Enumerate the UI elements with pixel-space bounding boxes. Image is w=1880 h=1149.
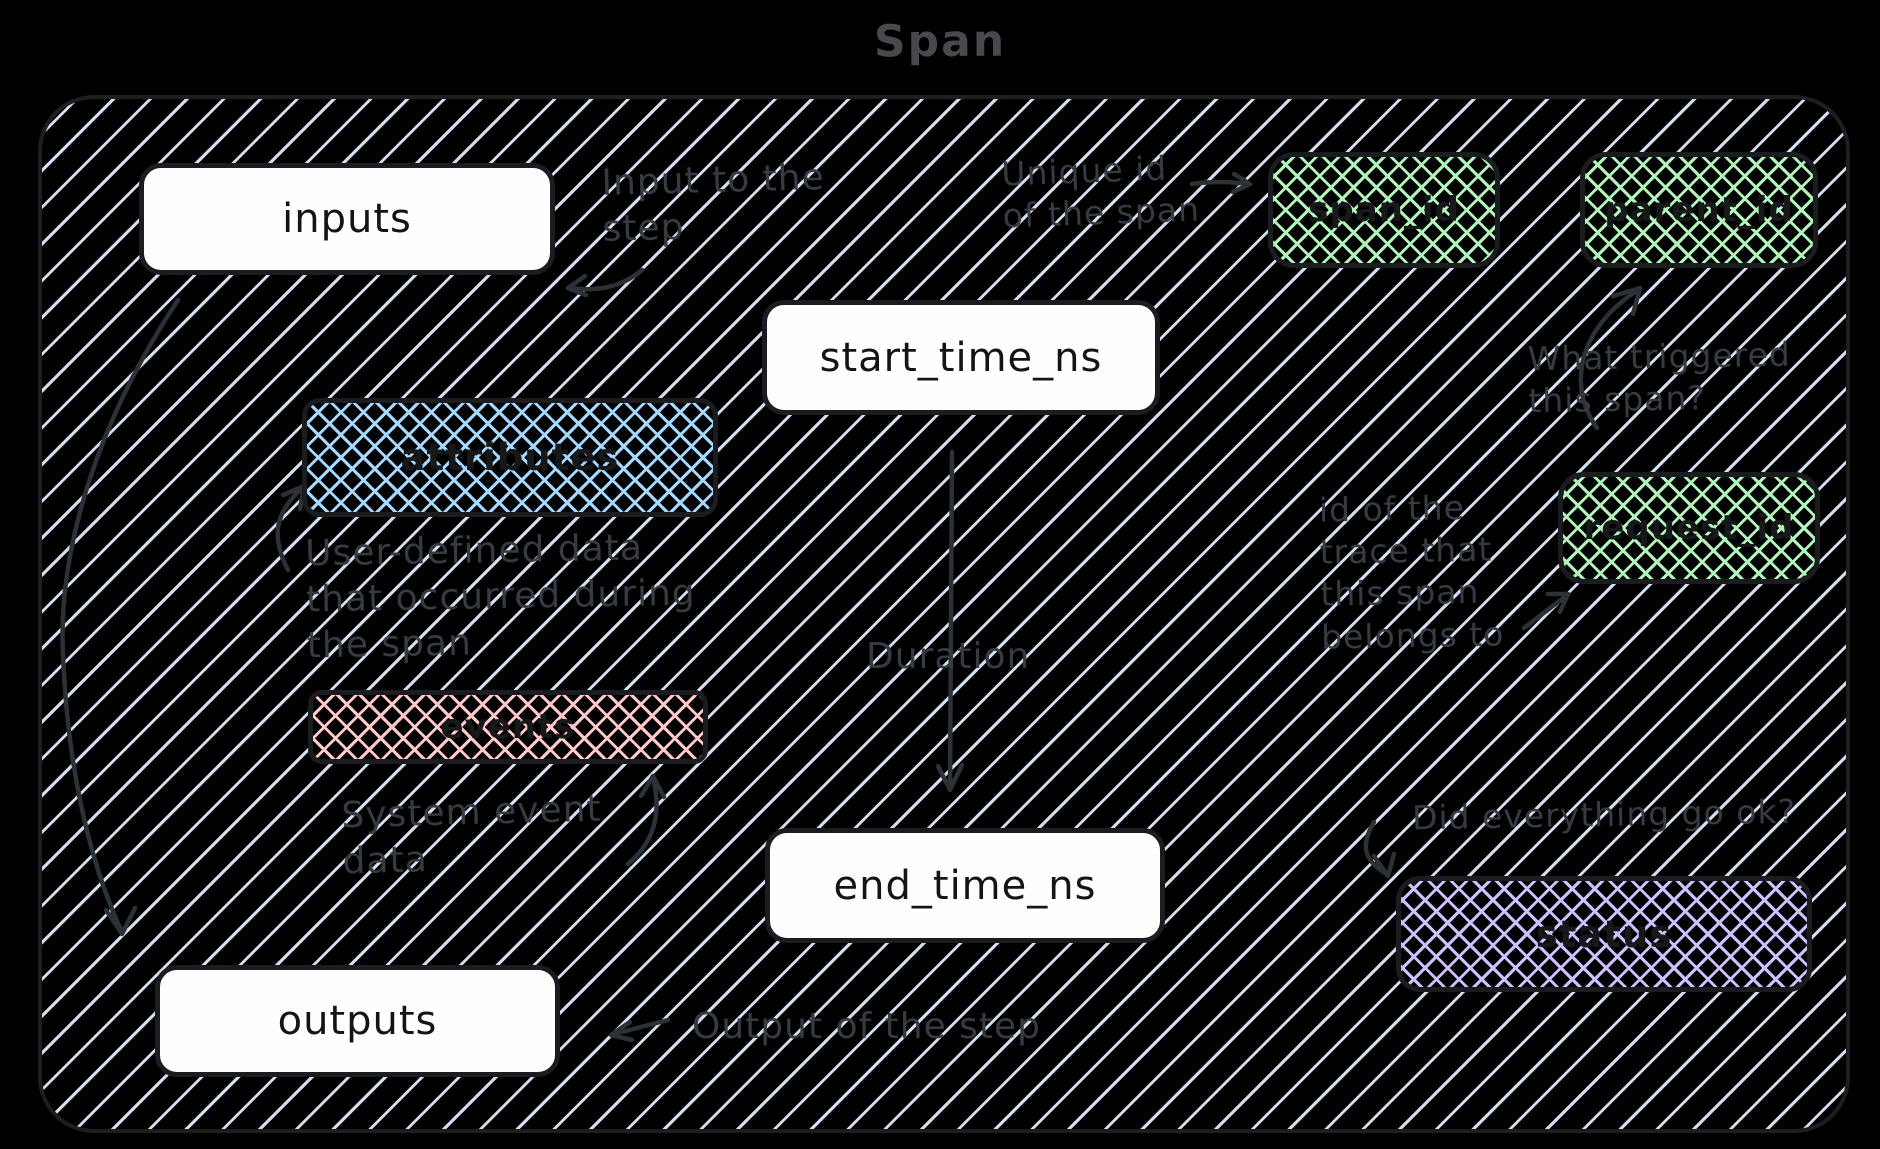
annotation-did-everything-go-ok: Did everything go ok?: [1411, 791, 1797, 838]
field-label-start-time-ns: start_time_ns: [819, 334, 1103, 381]
field-box-end-time-ns: end_time_ns: [765, 828, 1165, 943]
field-label-inputs: inputs: [282, 196, 412, 242]
field-label-request-id: request_id: [1583, 508, 1795, 548]
annotation-input-to-the-step: Input to the step: [600, 157, 826, 250]
field-box-attributes: attributes: [302, 398, 718, 517]
field-box-parent-id: parent_id: [1580, 152, 1818, 268]
field-label-attributes: attributes: [400, 436, 620, 479]
diagram-title: Span: [873, 15, 1007, 68]
field-label-end-time-ns: end_time_ns: [833, 862, 1097, 909]
field-box-events: events: [308, 690, 708, 764]
field-label-events: events: [440, 707, 576, 747]
annotation-output-of-the-step: Output of the step: [692, 1006, 1042, 1047]
field-label-status: status: [1535, 912, 1673, 956]
field-box-inputs: inputs: [139, 163, 555, 275]
field-label-outputs: outputs: [277, 998, 438, 1044]
field-label-span-id: span_id: [1308, 190, 1460, 230]
annotation-duration: Duration: [866, 636, 1031, 677]
annotation-trace-id: id of the trace that this span belongs t…: [1318, 488, 1505, 657]
annotation-what-triggered-this-span: What triggered this span?: [1527, 334, 1792, 421]
field-box-request-id: request_id: [1558, 472, 1820, 584]
field-box-outputs: outputs: [155, 965, 560, 1077]
field-box-status: status: [1396, 876, 1812, 992]
field-box-start-time-ns: start_time_ns: [762, 300, 1160, 415]
annotation-system-event-data: System event data: [340, 788, 603, 883]
field-label-parent-id: parent_id: [1604, 190, 1794, 230]
annotation-user-defined-data: User-defined data that occurred during t…: [304, 527, 697, 667]
annotation-unique-id-of-span: Unique id of the span: [1000, 148, 1201, 236]
field-box-span-id: span_id: [1268, 152, 1500, 268]
